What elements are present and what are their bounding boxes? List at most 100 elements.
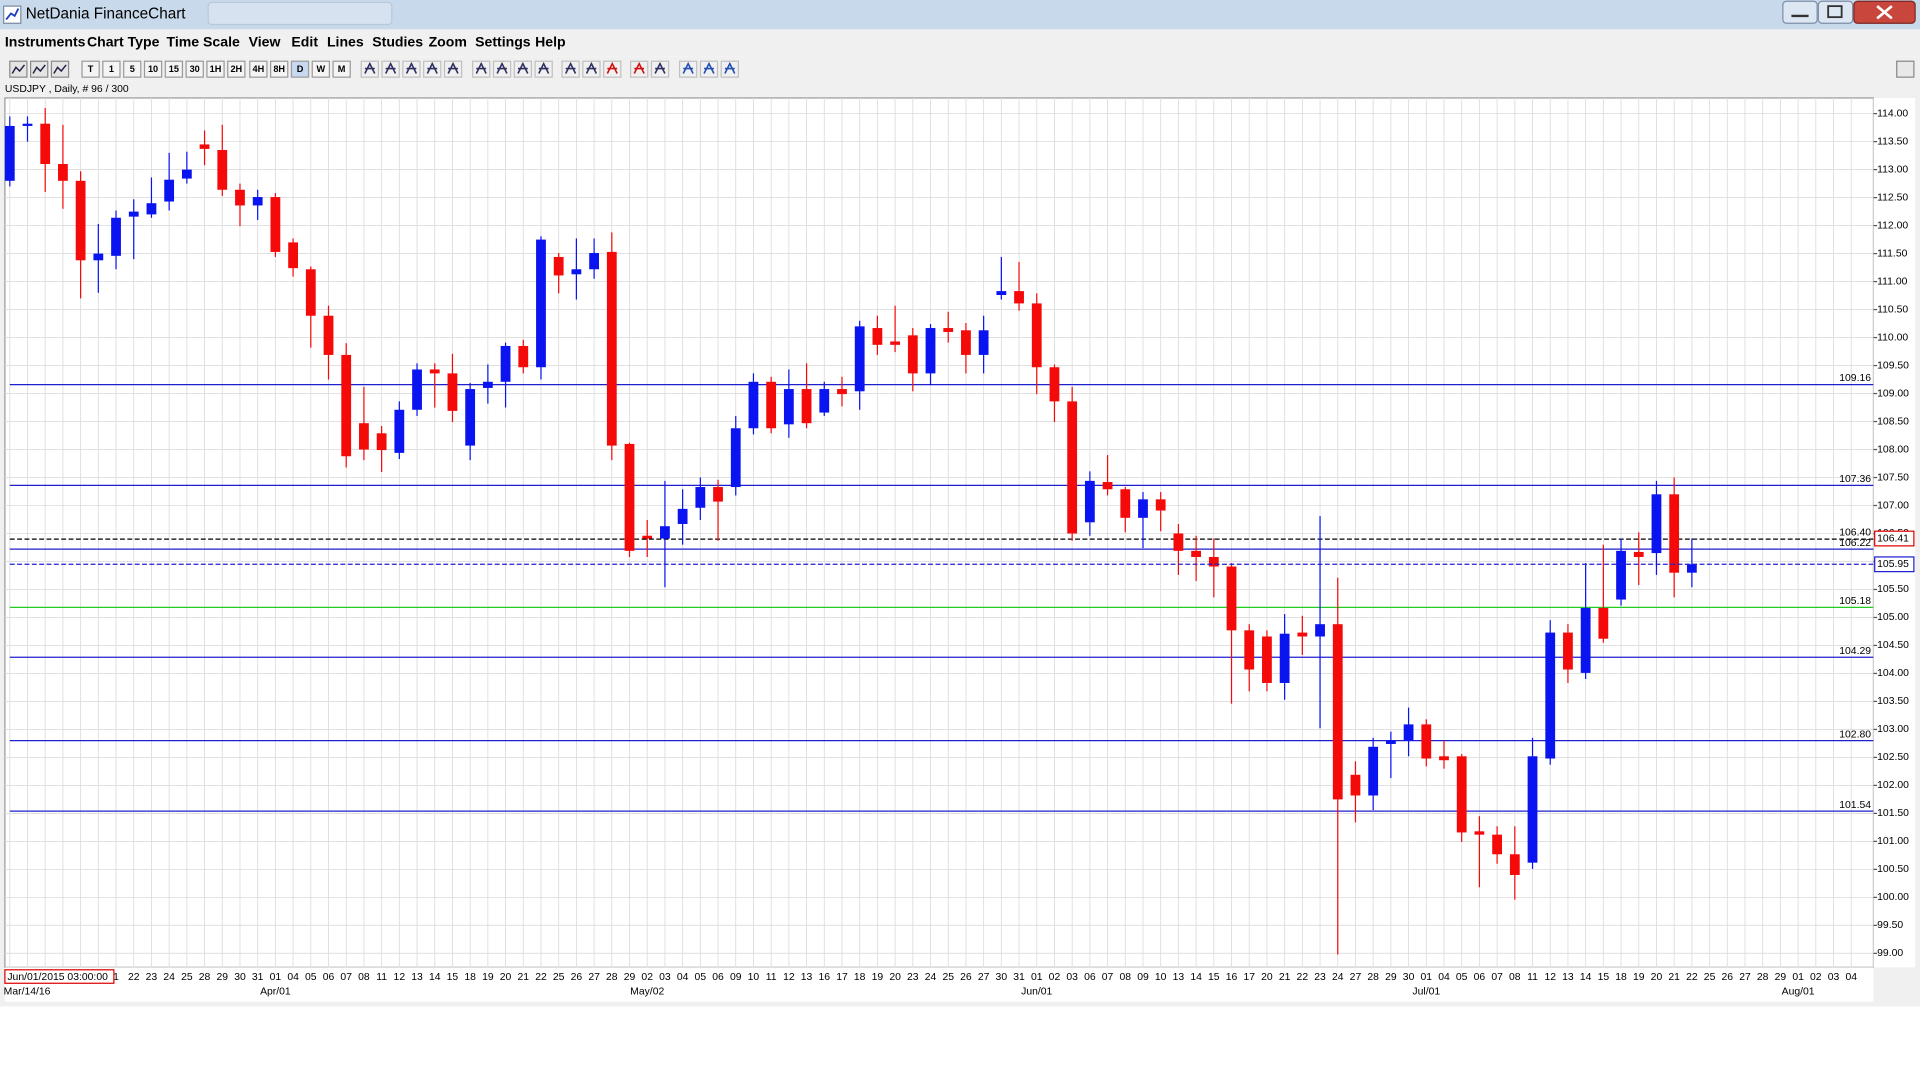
timeframe-button[interactable] bbox=[290, 60, 310, 78]
menu-item[interactable]: Settings bbox=[475, 34, 531, 50]
menu-item[interactable]: Instruments bbox=[5, 34, 86, 50]
x-tick-label: 18 bbox=[1615, 972, 1627, 983]
menu-item[interactable]: View bbox=[249, 34, 281, 50]
y-tick-label: 99.50 bbox=[1877, 920, 1903, 931]
candle-body bbox=[465, 389, 476, 446]
timeframe-button[interactable] bbox=[332, 60, 351, 78]
timeframe-button[interactable] bbox=[164, 60, 184, 78]
candle-body bbox=[907, 335, 918, 374]
candle-body bbox=[1509, 854, 1520, 875]
candle-body bbox=[1244, 630, 1255, 670]
x-tick-label: 01 bbox=[270, 972, 282, 983]
minimize-button[interactable] bbox=[1782, 0, 1818, 24]
cursor-date-box bbox=[4, 969, 115, 984]
timeframe-button[interactable] bbox=[102, 60, 121, 78]
candle-body bbox=[837, 389, 847, 395]
timeframe-button[interactable] bbox=[227, 60, 246, 78]
candle-body bbox=[305, 269, 316, 316]
x-tick-label: 12 bbox=[1544, 972, 1556, 983]
candle-body bbox=[394, 409, 405, 453]
x-tick-label: 22 bbox=[1297, 972, 1309, 983]
maximize-button[interactable] bbox=[1817, 0, 1854, 24]
timeframe-button[interactable] bbox=[185, 60, 204, 78]
y-tick-label: 100.00 bbox=[1877, 892, 1909, 903]
timeframe-button[interactable] bbox=[81, 60, 100, 78]
x-tick-label: 29 bbox=[216, 972, 228, 983]
y-tick-label: 103.50 bbox=[1877, 696, 1909, 707]
timeframe-button[interactable] bbox=[270, 60, 289, 78]
menu-item[interactable]: Zoom bbox=[429, 34, 467, 50]
candle-body bbox=[1616, 550, 1626, 600]
x-tick-label: 18 bbox=[464, 972, 476, 983]
candle-body bbox=[854, 326, 865, 392]
x-tick-label: 21 bbox=[1668, 972, 1680, 983]
x-tick-label: 07 bbox=[1102, 972, 1114, 983]
menu-item[interactable]: Edit bbox=[291, 34, 318, 50]
timeframe-button[interactable] bbox=[143, 60, 163, 78]
timeframe-button[interactable] bbox=[249, 60, 268, 78]
candle-body bbox=[1545, 632, 1556, 759]
price-marker-box bbox=[1874, 556, 1915, 573]
candle-body bbox=[606, 251, 617, 446]
x-tick-label: 16 bbox=[1226, 972, 1238, 983]
timeframe-label: 8H bbox=[273, 64, 285, 74]
tool-icon bbox=[475, 61, 487, 74]
x-tick-label: 01 bbox=[1792, 972, 1804, 983]
menu-item[interactable]: Help bbox=[535, 34, 566, 50]
candle-body bbox=[677, 508, 688, 524]
candle-body bbox=[164, 179, 175, 202]
x-tick-label: 19 bbox=[1633, 972, 1645, 983]
candle-body bbox=[1031, 303, 1042, 368]
x-tick-label: 22 bbox=[1686, 972, 1698, 983]
tool-icon bbox=[654, 61, 666, 74]
x-tick-label: 07 bbox=[340, 972, 352, 983]
tool-icon bbox=[538, 61, 550, 74]
horizontal-line-label: 106.40 bbox=[1839, 528, 1871, 539]
x-tick-label: 12 bbox=[394, 972, 406, 983]
tool-icon bbox=[447, 61, 459, 74]
candle-body bbox=[500, 345, 511, 382]
candle-body bbox=[252, 197, 263, 206]
timeframe-button[interactable] bbox=[123, 60, 142, 78]
candle-body bbox=[270, 197, 281, 252]
candle-body bbox=[482, 381, 493, 388]
horizontal-line-label: 104.29 bbox=[1839, 646, 1871, 657]
y-tick-label: 104.50 bbox=[1877, 640, 1909, 651]
timeframe-label: 15 bbox=[169, 64, 179, 74]
menu-item[interactable]: Chart Type bbox=[87, 34, 160, 50]
x-tick-label: 29 bbox=[1775, 972, 1787, 983]
x-tick-label: 22 bbox=[128, 972, 140, 983]
x-tick-label: 24 bbox=[163, 972, 175, 983]
x-tick-label: 25 bbox=[1704, 972, 1716, 983]
x-tick-label: 24 bbox=[925, 972, 937, 983]
x-tick-label: 28 bbox=[1757, 972, 1769, 983]
menu-item[interactable]: Studies bbox=[372, 34, 423, 50]
x-tick-label: 19 bbox=[872, 972, 884, 983]
tool-icon bbox=[53, 64, 67, 74]
x-tick-label: 03 bbox=[1066, 972, 1078, 983]
timeframe-button[interactable] bbox=[206, 60, 225, 78]
timeframe-label: 2H bbox=[230, 64, 242, 74]
price-marker-label: 105.95 bbox=[1877, 559, 1909, 570]
browser-tab[interactable] bbox=[207, 1, 393, 26]
panel-button[interactable] bbox=[1896, 60, 1915, 78]
x-tick-label: 10 bbox=[1155, 972, 1167, 983]
tool-icon bbox=[405, 61, 418, 74]
x-tick-label: 02 bbox=[1810, 972, 1822, 983]
x-tick-label: 30 bbox=[1403, 972, 1415, 983]
cursor-date-label: Jun/01/2015 03:00:00 bbox=[7, 972, 108, 983]
candle-body bbox=[341, 354, 352, 457]
app-icon-graph bbox=[5, 8, 20, 21]
candle-body bbox=[146, 203, 157, 215]
candle-body bbox=[730, 428, 741, 488]
menu-item[interactable]: Lines bbox=[327, 34, 364, 50]
x-tick-label: 02 bbox=[1049, 972, 1061, 983]
timeframe-button[interactable] bbox=[311, 60, 330, 78]
candle-body bbox=[412, 369, 422, 410]
menu-item[interactable]: Time Scale bbox=[167, 34, 240, 50]
x-tick-label: 08 bbox=[1509, 972, 1521, 983]
y-tick-label: 114.00 bbox=[1877, 108, 1908, 119]
x-tick-label: 20 bbox=[500, 972, 512, 983]
